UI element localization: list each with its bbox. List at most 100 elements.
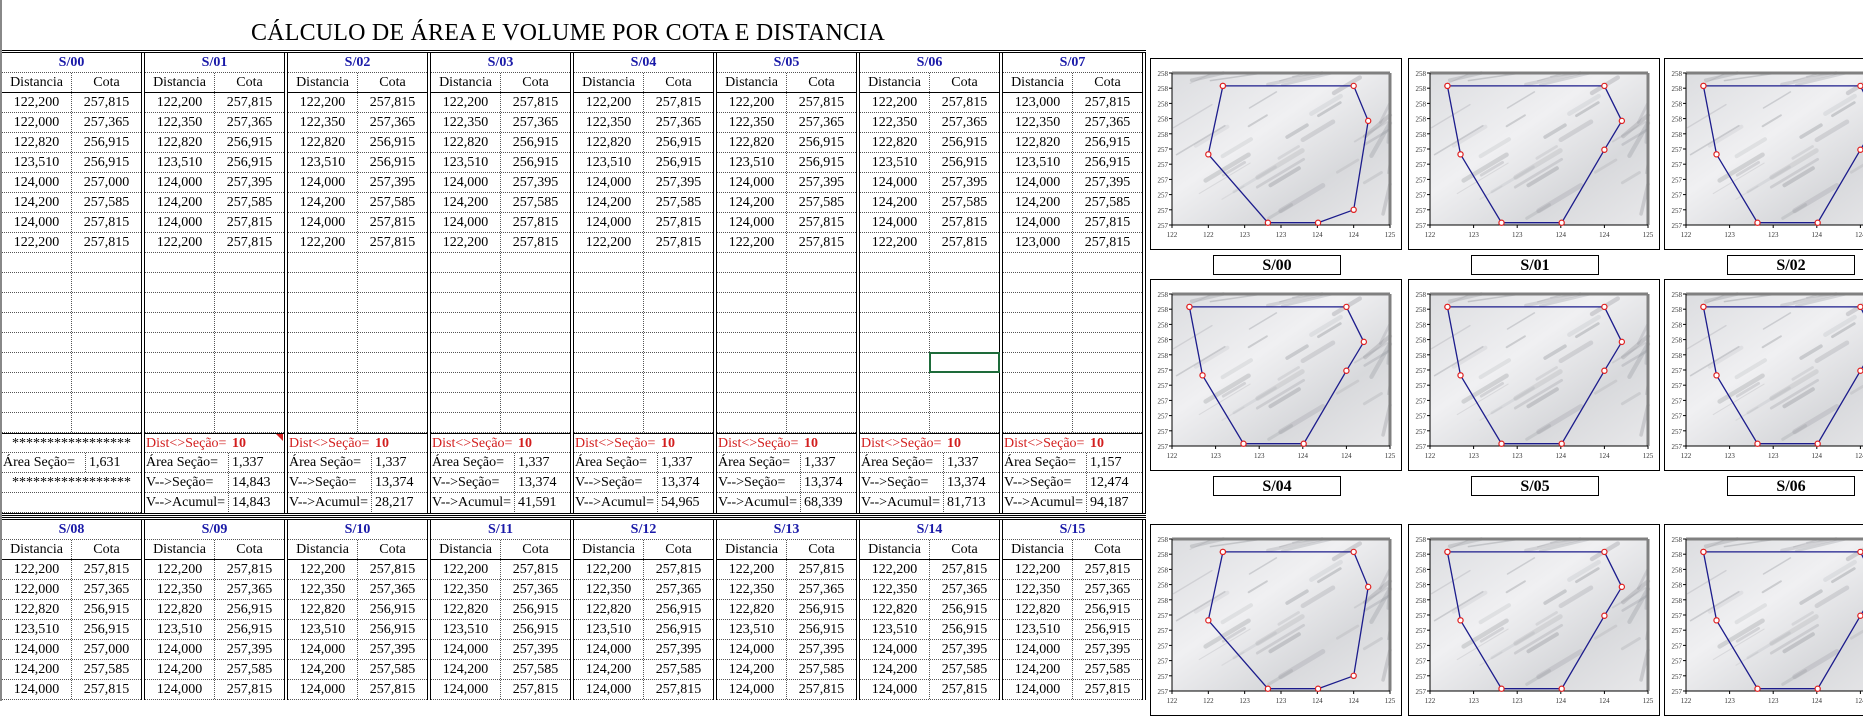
cota-cell[interactable] (787, 373, 856, 392)
cota-cell[interactable] (215, 353, 284, 372)
cota-cell[interactable]: 257,815 (215, 233, 284, 252)
cota-cell[interactable] (930, 353, 999, 372)
cota-cell[interactable] (358, 253, 427, 272)
cota-cell[interactable]: 257,815 (787, 233, 856, 252)
vsecao-value[interactable]: 13,374 (944, 473, 998, 492)
cota-cell[interactable]: 257,585 (787, 193, 856, 212)
cota-cell[interactable]: 257,395 (930, 173, 999, 192)
distancia-cell[interactable]: 122,820 (145, 133, 215, 152)
cota-cell[interactable]: 257,815 (644, 680, 713, 699)
distancia-cell[interactable]: 122,820 (1003, 133, 1073, 152)
distancia-cell[interactable]: 122,350 (860, 113, 930, 132)
cota-cell[interactable]: 257,815 (787, 213, 856, 232)
cota-cell[interactable]: 256,915 (72, 153, 141, 172)
distancia-cell[interactable]: 122,350 (717, 113, 787, 132)
cota-cell[interactable]: 257,395 (358, 640, 427, 659)
distancia-cell[interactable]: 124,000 (2, 640, 72, 659)
cota-cell[interactable]: 256,915 (72, 600, 141, 619)
vacumul-value[interactable]: 28,217 (372, 493, 426, 512)
cota-cell[interactable]: 257,815 (72, 560, 141, 579)
column-header-cota[interactable]: Cota (72, 73, 141, 92)
cota-cell[interactable]: 257,815 (787, 560, 856, 579)
cota-cell[interactable]: 257,815 (644, 233, 713, 252)
distancia-cell[interactable] (860, 413, 930, 432)
cota-cell[interactable]: 257,815 (358, 93, 427, 112)
cota-cell[interactable] (644, 253, 713, 272)
distancia-cell[interactable]: 122,200 (574, 233, 644, 252)
cota-cell[interactable]: 257,365 (787, 113, 856, 132)
vsecao-value[interactable]: 13,374 (801, 473, 855, 492)
column-header-cota[interactable]: Cota (930, 540, 999, 559)
column-header-cota[interactable]: Cota (1073, 540, 1142, 559)
cota-cell[interactable] (72, 313, 141, 332)
cota-cell[interactable] (644, 373, 713, 392)
cota-cell[interactable]: 257,365 (501, 580, 570, 599)
dist-value[interactable]: 10 (801, 434, 855, 452)
dist-value[interactable]: 10 (944, 434, 998, 452)
cota-cell[interactable]: 256,915 (1073, 153, 1142, 172)
cota-cell[interactable]: 256,915 (501, 620, 570, 639)
cota-cell[interactable]: 257,585 (787, 660, 856, 679)
cota-cell[interactable] (501, 293, 570, 312)
cota-cell[interactable]: 257,815 (501, 560, 570, 579)
distancia-cell[interactable]: 123,510 (574, 620, 644, 639)
cota-cell[interactable]: 256,915 (787, 620, 856, 639)
distancia-cell[interactable] (860, 333, 930, 352)
cota-cell[interactable]: 256,915 (930, 153, 999, 172)
vsecao-value[interactable]: 13,374 (372, 473, 426, 492)
area-value[interactable]: 1,337 (515, 453, 569, 472)
distancia-cell[interactable] (145, 273, 215, 292)
cota-cell[interactable] (1073, 413, 1142, 432)
distancia-cell[interactable] (717, 313, 787, 332)
distancia-cell[interactable] (860, 313, 930, 332)
distancia-cell[interactable]: 122,200 (717, 93, 787, 112)
distancia-cell[interactable]: 122,200 (717, 233, 787, 252)
cota-cell[interactable]: 257,815 (72, 680, 141, 699)
area-value[interactable]: 1,337 (372, 453, 426, 472)
distancia-cell[interactable]: 123,510 (574, 153, 644, 172)
distancia-cell[interactable]: 124,200 (860, 660, 930, 679)
distancia-cell[interactable]: 122,000 (2, 580, 72, 599)
cota-cell[interactable]: 257,815 (358, 213, 427, 232)
distancia-cell[interactable] (717, 333, 787, 352)
distancia-cell[interactable]: 124,000 (717, 173, 787, 192)
cota-cell[interactable]: 257,815 (72, 93, 141, 112)
distancia-cell[interactable] (288, 293, 358, 312)
cota-cell[interactable]: 256,915 (787, 600, 856, 619)
section-title[interactable]: S/00 (2, 53, 141, 72)
distancia-cell[interactable]: 123,510 (1003, 153, 1073, 172)
column-header-distancia[interactable]: Distancia (431, 73, 501, 92)
section-title[interactable]: S/01 (145, 53, 284, 72)
cota-cell[interactable]: 256,915 (787, 133, 856, 152)
cota-cell[interactable] (501, 313, 570, 332)
distancia-cell[interactable] (145, 293, 215, 312)
distancia-cell[interactable]: 122,200 (431, 560, 501, 579)
cota-cell[interactable]: 256,915 (1073, 600, 1142, 619)
cota-cell[interactable] (787, 353, 856, 372)
cota-cell[interactable] (215, 393, 284, 412)
cota-cell[interactable]: 257,365 (215, 580, 284, 599)
column-header-cota[interactable]: Cota (501, 73, 570, 92)
column-header-distancia[interactable]: Distancia (288, 73, 358, 92)
distancia-cell[interactable]: 122,820 (431, 600, 501, 619)
distancia-cell[interactable]: 122,820 (431, 133, 501, 152)
column-header-cota[interactable]: Cota (644, 73, 713, 92)
cota-cell[interactable]: 256,915 (644, 620, 713, 639)
column-header-distancia[interactable]: Distancia (288, 540, 358, 559)
cota-cell[interactable] (72, 293, 141, 312)
distancia-cell[interactable]: 124,000 (288, 680, 358, 699)
cota-cell[interactable]: 257,815 (358, 560, 427, 579)
distancia-cell[interactable]: 122,350 (288, 580, 358, 599)
cota-cell[interactable] (501, 373, 570, 392)
dist-value[interactable]: 10 (1087, 434, 1141, 452)
distancia-cell[interactable]: 122,200 (145, 233, 215, 252)
cota-cell[interactable]: 257,000 (72, 173, 141, 192)
distancia-cell[interactable]: 123,510 (860, 620, 930, 639)
cota-cell[interactable] (215, 273, 284, 292)
cota-cell[interactable]: 257,395 (930, 640, 999, 659)
dist-value[interactable]: 10 (229, 434, 283, 452)
cota-cell[interactable] (72, 253, 141, 272)
distancia-cell[interactable] (288, 273, 358, 292)
cota-cell[interactable]: 256,915 (1073, 133, 1142, 152)
cota-cell[interactable]: 257,815 (644, 93, 713, 112)
